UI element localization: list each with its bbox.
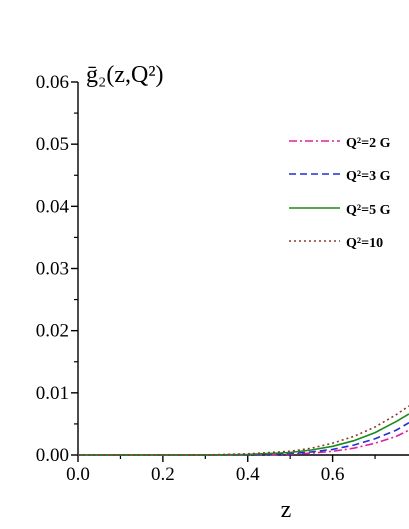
x-tick-label: 0.0 bbox=[66, 464, 90, 485]
x-tick-label: 0.6 bbox=[321, 464, 345, 485]
series-line-3 bbox=[78, 413, 409, 456]
y-tick-label: 0.00 bbox=[36, 445, 69, 466]
legend-label-2: Q²=3 G bbox=[346, 169, 391, 184]
y-ticks: 0.00 0.01 0.02 0.03 0.04 0.05 0.06 bbox=[36, 72, 78, 466]
legend: Q²=2 G Q²=3 G Q²=5 G Q²=10 bbox=[289, 136, 391, 251]
x-ticks: 0.0 0.2 0.4 0.6 bbox=[66, 455, 376, 485]
y-tick-label: 0.03 bbox=[36, 259, 69, 280]
series-lines bbox=[78, 405, 409, 456]
y-tick-label: 0.04 bbox=[36, 196, 70, 217]
y-tick-label: 0.06 bbox=[36, 72, 69, 93]
series-line-4 bbox=[78, 405, 409, 456]
y-axis-title: ḡ₂(z,Q²) bbox=[86, 62, 164, 88]
x-tick-label: 0.2 bbox=[151, 464, 175, 485]
legend-label-1: Q²=2 G bbox=[346, 136, 391, 151]
series-line-1 bbox=[78, 429, 409, 456]
x-tick-label: 0.4 bbox=[236, 464, 260, 485]
legend-label-4: Q²=10 bbox=[346, 236, 383, 251]
y-tick-label: 0.01 bbox=[36, 383, 69, 404]
y-tick-label: 0.02 bbox=[36, 321, 69, 342]
y-tick-label: 0.05 bbox=[36, 134, 69, 155]
x-axis-title: z bbox=[281, 497, 292, 523]
legend-label-3: Q²=5 G bbox=[346, 203, 391, 218]
